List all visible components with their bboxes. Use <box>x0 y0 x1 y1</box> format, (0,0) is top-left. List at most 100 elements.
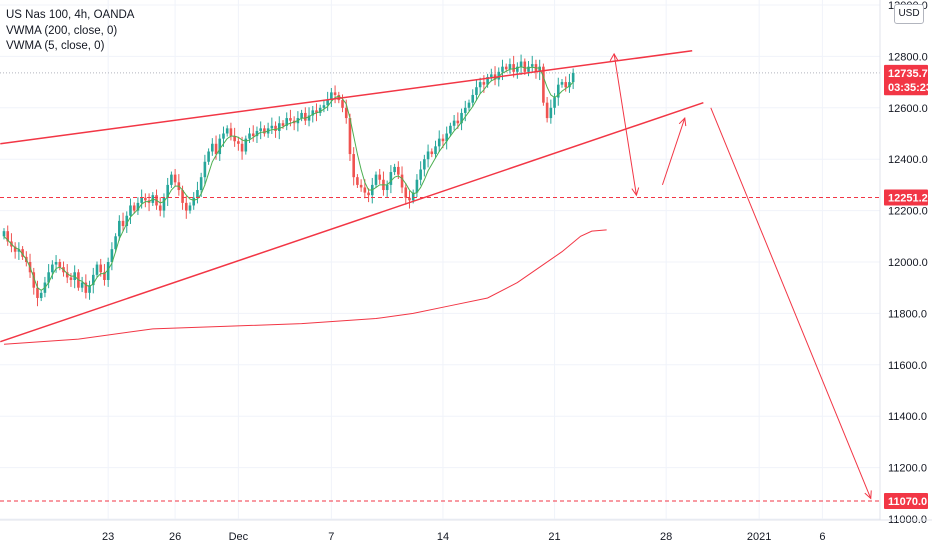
candle-body <box>445 133 448 142</box>
candle-body <box>475 87 478 95</box>
candle-body <box>80 282 84 288</box>
horizontal-levels <box>0 196 880 502</box>
candle-body <box>486 76 489 85</box>
channel-upper-line <box>0 50 693 145</box>
candle-body <box>348 118 352 155</box>
time-tick-label: 2021 <box>747 531 771 543</box>
candle-body <box>255 130 259 137</box>
candle-body <box>144 197 147 201</box>
candle-body <box>106 262 110 280</box>
candle-body <box>363 187 367 193</box>
candle-body <box>490 74 493 77</box>
candle-body <box>307 115 311 121</box>
price-tick-label: 11600.0 <box>888 360 927 372</box>
candle-body <box>181 190 184 203</box>
candle-body <box>560 82 564 85</box>
price-tick-label: 11400.0 <box>888 411 927 423</box>
candle-body <box>237 141 240 144</box>
candle-body <box>136 202 140 211</box>
candle-body <box>88 285 91 293</box>
vwma-5-line <box>3 66 574 291</box>
candle-body <box>378 174 382 180</box>
price-tick-label: 12200.0 <box>888 206 928 218</box>
candle-body <box>449 125 452 134</box>
candle-body <box>199 177 203 191</box>
time-tick-label: 26 <box>169 531 181 543</box>
candle-body <box>441 138 445 142</box>
candle-body <box>482 82 486 85</box>
channel-lower-line <box>0 101 704 343</box>
candle-body <box>140 197 143 203</box>
price-tag-label: 12251.2 <box>888 192 928 204</box>
candle-body <box>504 66 508 70</box>
price-tick-label: 12400.0 <box>888 154 928 166</box>
candle-body <box>51 264 54 273</box>
up-arrow <box>661 117 686 186</box>
candle-body <box>69 277 73 280</box>
price-tag-bg <box>884 493 928 510</box>
peak-arrow-head <box>609 52 619 62</box>
price-tag-label: 11070.0 <box>888 496 927 508</box>
candle-body <box>437 138 441 147</box>
candle-body <box>556 84 560 98</box>
candle-body <box>118 220 121 237</box>
candle-body <box>304 112 307 121</box>
candle-body <box>497 71 501 80</box>
grid-lines <box>0 0 880 520</box>
legend-title[interactable]: US Nas 100, 4h, OANDA <box>6 9 135 21</box>
price-tag-bg <box>884 79 928 96</box>
candle-body <box>385 184 389 191</box>
vwma-5-path <box>3 66 574 291</box>
candle-body <box>158 205 162 211</box>
candle-body <box>411 192 415 201</box>
time-tick-label: 28 <box>660 531 672 543</box>
time-axis[interactable]: 23 26 Dec 7 14 21 28 2021 6 <box>0 519 932 543</box>
candle-body <box>274 125 277 131</box>
candle-body <box>434 146 437 155</box>
legend-indicator-vwma200[interactable]: VWMA (200, close, 0) <box>6 24 118 37</box>
candle-body <box>39 292 43 298</box>
candle-body <box>13 246 17 252</box>
candle-body <box>408 197 411 201</box>
candle-body <box>516 66 519 72</box>
price-tick-label: 11800.0 <box>888 308 927 320</box>
candle-body <box>47 272 50 283</box>
candle-body <box>333 92 337 95</box>
candle-body <box>173 174 177 183</box>
candlesticks <box>2 54 575 307</box>
candle-body <box>218 138 222 155</box>
price-axis[interactable]: 11000.011200.011400.011600.011800.012000… <box>879 0 928 526</box>
candle-body <box>99 264 103 273</box>
candle-body <box>523 61 527 72</box>
candle-body <box>374 174 378 185</box>
up-arrow-head <box>678 116 687 127</box>
candle-body <box>91 274 95 286</box>
candle-body <box>415 179 419 193</box>
candle-body <box>95 264 99 275</box>
candle-body <box>289 118 292 121</box>
candle-body <box>285 118 289 126</box>
down-arrow-2-head <box>864 490 872 500</box>
candle-body <box>393 166 396 173</box>
candle-body <box>530 64 534 67</box>
candle-body <box>17 249 21 252</box>
time-tick-label: 21 <box>548 531 560 543</box>
legend-indicator-vwma5[interactable]: VWMA (5, close, 0) <box>6 40 105 52</box>
candle-body <box>248 133 251 139</box>
candle-body <box>170 174 173 185</box>
candle-body <box>270 125 274 129</box>
candle-body <box>2 231 6 237</box>
vwma-200-line <box>3 229 607 345</box>
candle-body <box>211 143 214 152</box>
candle-body <box>527 66 530 72</box>
candle-body <box>545 102 549 119</box>
candle-body <box>430 151 434 155</box>
candle-body <box>121 220 125 227</box>
candle-body <box>419 169 422 180</box>
candle-body <box>58 262 62 268</box>
candle-body <box>244 138 248 152</box>
currency-button[interactable]: USD <box>894 4 924 24</box>
time-tick-label: 6 <box>819 531 825 543</box>
vwma-200-path <box>3 229 607 345</box>
